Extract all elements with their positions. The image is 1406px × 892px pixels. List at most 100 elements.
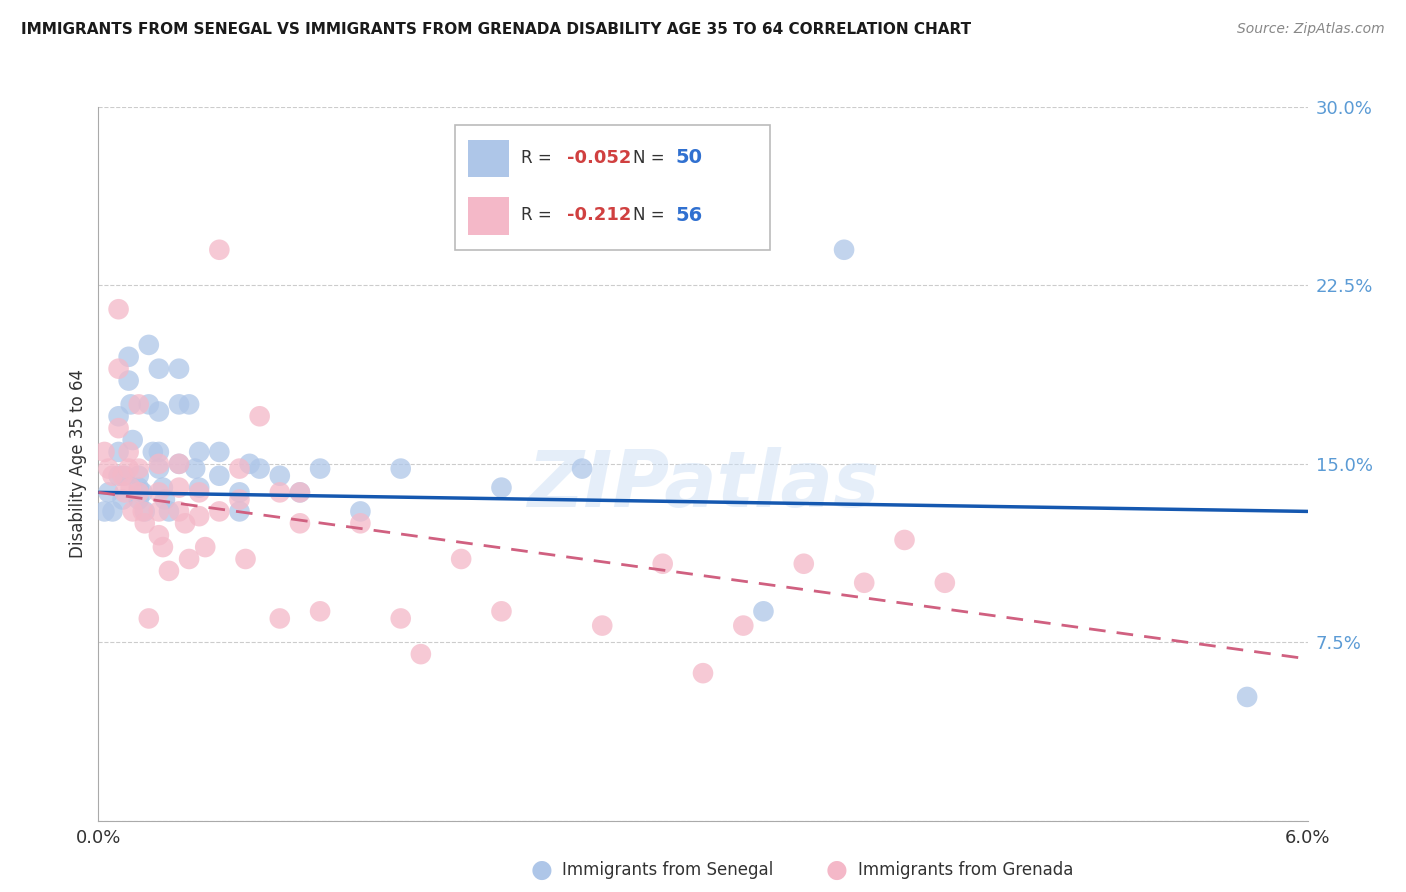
Point bbox=[692, 666, 714, 681]
Point bbox=[208, 243, 231, 257]
Point bbox=[269, 468, 291, 483]
Text: ZIPatlas: ZIPatlas bbox=[527, 447, 879, 524]
Point bbox=[188, 445, 211, 459]
Point bbox=[107, 361, 129, 376]
Point bbox=[269, 485, 291, 500]
Point bbox=[1236, 690, 1258, 704]
Point bbox=[288, 485, 311, 500]
Point bbox=[118, 374, 141, 388]
Point bbox=[142, 445, 165, 459]
Point bbox=[571, 461, 593, 475]
Point bbox=[121, 433, 143, 447]
Text: ●: ● bbox=[825, 858, 848, 881]
Point bbox=[491, 604, 513, 618]
Point bbox=[148, 461, 170, 475]
Point bbox=[194, 540, 217, 554]
Point bbox=[235, 552, 257, 566]
Point bbox=[114, 485, 136, 500]
Point bbox=[138, 338, 160, 352]
Point bbox=[128, 485, 150, 500]
Point bbox=[309, 604, 332, 618]
Point bbox=[228, 504, 250, 518]
Point bbox=[188, 509, 211, 524]
Point bbox=[118, 445, 141, 459]
Point bbox=[107, 302, 129, 317]
Text: Immigrants from Grenada: Immigrants from Grenada bbox=[858, 861, 1073, 879]
Point bbox=[208, 445, 231, 459]
Point bbox=[228, 492, 250, 507]
Point bbox=[389, 611, 412, 625]
Point bbox=[269, 611, 291, 625]
Point bbox=[349, 504, 371, 518]
Point bbox=[288, 516, 311, 531]
Point bbox=[128, 461, 150, 475]
Point bbox=[134, 516, 156, 531]
Point bbox=[134, 504, 156, 518]
Point bbox=[228, 485, 250, 500]
Point bbox=[128, 492, 150, 507]
Point bbox=[893, 533, 915, 547]
Point bbox=[288, 485, 311, 500]
Point bbox=[167, 481, 190, 495]
Point bbox=[101, 468, 124, 483]
Point bbox=[934, 575, 956, 590]
Point bbox=[349, 516, 371, 531]
Point bbox=[651, 557, 673, 571]
Point bbox=[132, 504, 155, 518]
Point bbox=[491, 481, 513, 495]
Point bbox=[208, 504, 231, 518]
Point bbox=[228, 461, 250, 475]
Point bbox=[107, 409, 129, 424]
Point bbox=[93, 445, 115, 459]
Point bbox=[793, 557, 815, 571]
Point bbox=[148, 457, 170, 471]
Point bbox=[167, 361, 190, 376]
Point bbox=[591, 618, 613, 632]
Point bbox=[111, 468, 134, 483]
Point bbox=[118, 461, 141, 475]
Point bbox=[733, 618, 755, 632]
Point bbox=[107, 421, 129, 435]
Point bbox=[179, 552, 201, 566]
Point bbox=[114, 468, 136, 483]
Point bbox=[128, 468, 150, 483]
Point bbox=[752, 604, 775, 618]
Point bbox=[138, 397, 160, 411]
Point bbox=[148, 361, 170, 376]
Point bbox=[389, 461, 412, 475]
Point bbox=[249, 409, 271, 424]
Point bbox=[97, 461, 120, 475]
Point bbox=[184, 461, 207, 475]
Text: Immigrants from Senegal: Immigrants from Senegal bbox=[562, 861, 773, 879]
Point bbox=[93, 504, 115, 518]
Point bbox=[148, 504, 170, 518]
Point bbox=[157, 564, 180, 578]
Point bbox=[157, 504, 180, 518]
Point bbox=[148, 445, 170, 459]
Point bbox=[152, 540, 174, 554]
Point bbox=[450, 552, 472, 566]
Text: Source: ZipAtlas.com: Source: ZipAtlas.com bbox=[1237, 22, 1385, 37]
Point bbox=[118, 350, 141, 364]
Point bbox=[107, 468, 129, 483]
Point bbox=[121, 504, 143, 518]
Point bbox=[120, 481, 142, 495]
Point bbox=[309, 461, 332, 475]
Point bbox=[188, 485, 211, 500]
Point bbox=[148, 404, 170, 418]
Point bbox=[179, 397, 201, 411]
Text: ●: ● bbox=[530, 858, 553, 881]
Point bbox=[409, 647, 432, 661]
Point bbox=[152, 481, 174, 495]
Point bbox=[107, 445, 129, 459]
Point bbox=[128, 397, 150, 411]
Point bbox=[239, 457, 262, 471]
Point bbox=[208, 468, 231, 483]
Point bbox=[832, 243, 855, 257]
Point bbox=[148, 485, 170, 500]
Point bbox=[167, 504, 190, 518]
Point bbox=[101, 504, 124, 518]
Point bbox=[167, 457, 190, 471]
Point bbox=[853, 575, 876, 590]
Point bbox=[167, 397, 190, 411]
